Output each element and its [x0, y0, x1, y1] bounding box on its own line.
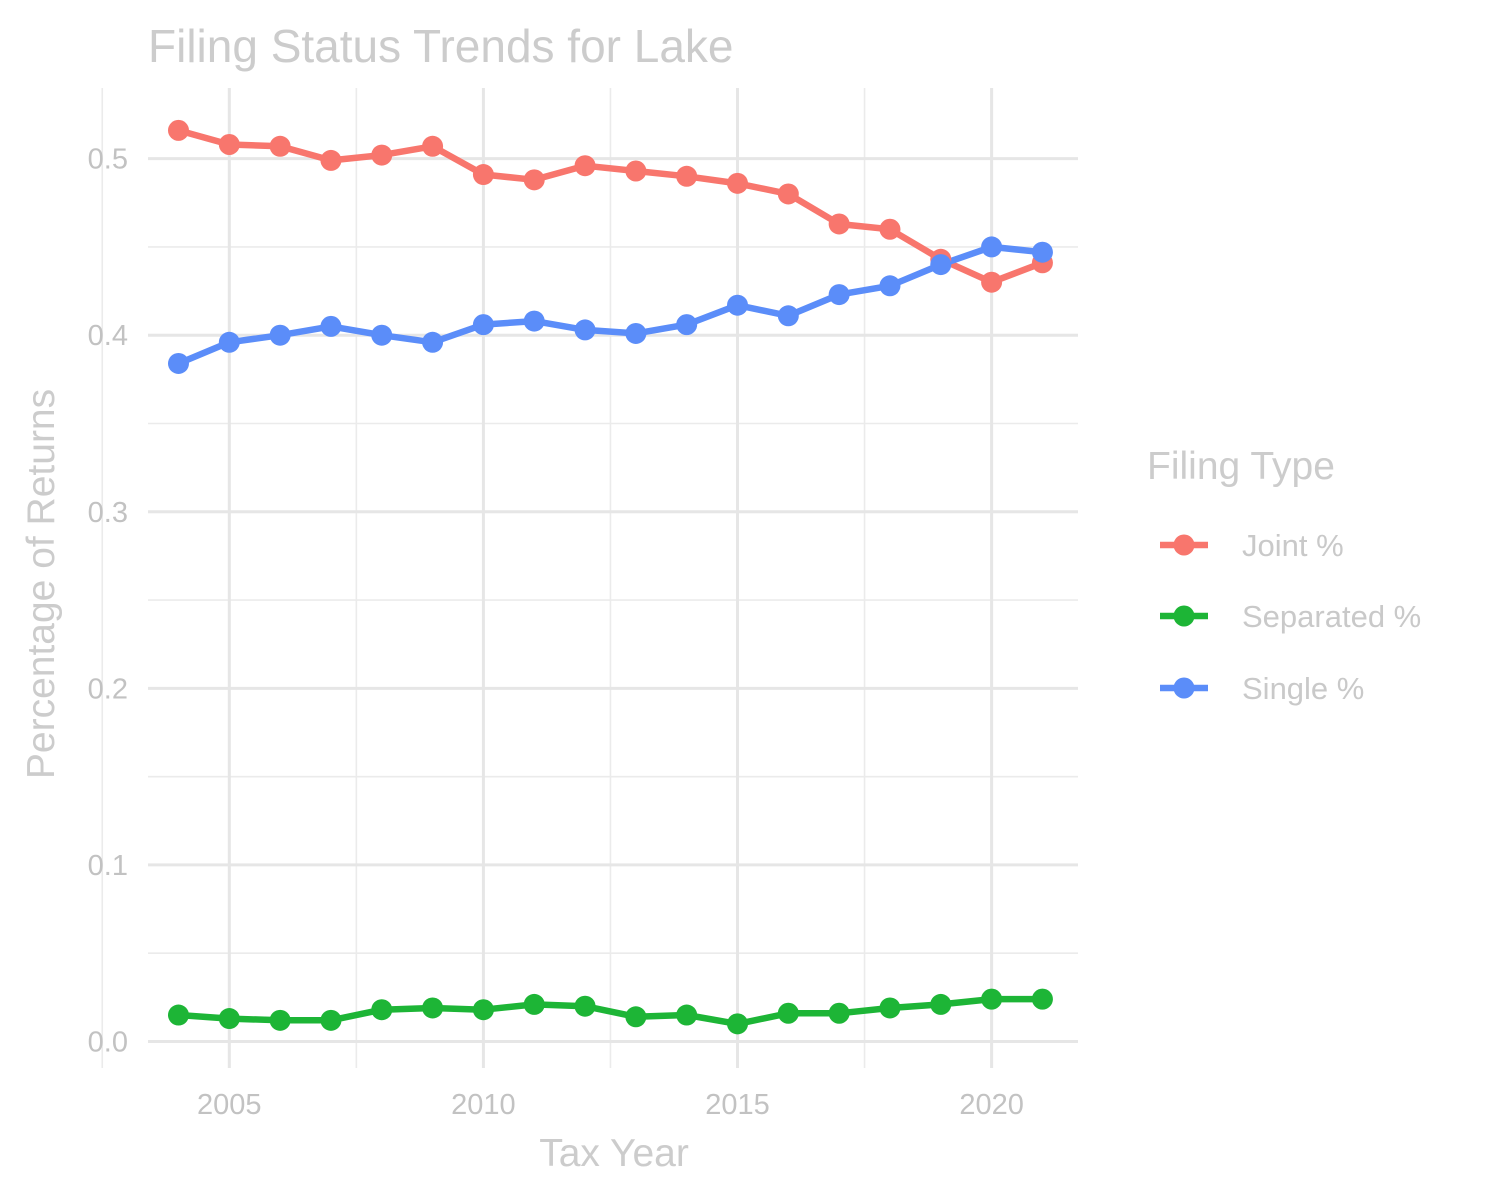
x-axis-ticks: 2005 2010 2015 2020	[197, 1089, 1024, 1121]
data-point-single	[269, 324, 291, 346]
data-point-single	[574, 319, 596, 341]
y-tick-label: 0.5	[88, 144, 128, 176]
legend-key-point-single	[1173, 677, 1195, 699]
y-tick-label: 0.0	[88, 1027, 128, 1059]
data-point-separated	[1031, 988, 1053, 1010]
data-point-joint	[727, 172, 749, 194]
y-tick-label: 0.2	[88, 673, 128, 705]
data-point-separated	[777, 1002, 799, 1024]
data-point-separated	[422, 997, 444, 1019]
data-point-single	[371, 324, 393, 346]
data-point-separated	[574, 995, 596, 1017]
data-point-separated	[320, 1009, 342, 1031]
data-point-separated	[981, 988, 1003, 1010]
legend-key-point-joint	[1173, 534, 1195, 556]
grid	[101, 88, 1078, 1068]
y-tick-label: 0.3	[88, 497, 128, 529]
data-point-single	[167, 352, 189, 374]
chart-title: Filing Status Trends for Lake	[148, 20, 734, 72]
data-point-separated	[879, 997, 901, 1019]
data-point-separated	[167, 1004, 189, 1026]
data-point-joint	[777, 183, 799, 205]
data-point-joint	[269, 135, 291, 157]
y-tick-label: 0.4	[88, 320, 128, 352]
y-axis-ticks: 0.0 0.1 0.2 0.3 0.4 0.5	[88, 144, 128, 1059]
data-point-separated	[269, 1009, 291, 1031]
data-point-joint	[371, 144, 393, 166]
data-point-joint	[676, 165, 698, 187]
legend-key-point-separated	[1173, 605, 1195, 627]
data-point-single	[981, 236, 1003, 258]
data-point-separated	[930, 993, 952, 1015]
data-point-joint	[625, 160, 647, 182]
x-tick-label: 2010	[451, 1089, 516, 1121]
y-tick-label: 0.1	[88, 850, 128, 882]
data-point-single	[727, 294, 749, 316]
x-axis-title: Tax Year	[539, 1132, 689, 1175]
data-point-single	[828, 284, 850, 306]
x-tick-label: 2020	[959, 1089, 1024, 1121]
data-point-single	[1031, 241, 1053, 263]
data-point-joint	[574, 155, 596, 177]
data-point-separated	[676, 1004, 698, 1026]
data-point-single	[472, 314, 494, 336]
data-point-single	[320, 315, 342, 337]
data-point-joint	[472, 164, 494, 186]
x-tick-label: 2005	[197, 1089, 262, 1121]
data-point-separated	[828, 1002, 850, 1024]
legend: Filing Type Joint % Separated % Single %	[1147, 445, 1421, 706]
legend-label-single: Single %	[1242, 671, 1364, 706]
data-point-joint	[218, 134, 240, 156]
data-point-separated	[625, 1006, 647, 1028]
data-point-single	[625, 322, 647, 344]
data-point-joint	[422, 135, 444, 157]
legend-title: Filing Type	[1147, 445, 1335, 488]
data-point-joint	[320, 149, 342, 171]
data-point-joint	[879, 218, 901, 240]
data-point-single	[523, 310, 545, 332]
x-tick-label: 2015	[705, 1089, 770, 1121]
y-axis-title: Percentage of Returns	[20, 389, 63, 779]
data-point-joint	[167, 119, 189, 141]
data-point-separated	[218, 1008, 240, 1030]
data-point-single	[930, 254, 952, 276]
data-point-separated	[523, 993, 545, 1015]
legend-label-joint: Joint %	[1242, 528, 1344, 563]
data-point-single	[879, 275, 901, 297]
legend-label-separated: Separated %	[1242, 599, 1421, 634]
data-point-single	[676, 314, 698, 336]
data-point-single	[218, 331, 240, 353]
data-point-separated	[472, 999, 494, 1021]
data-point-joint	[981, 271, 1003, 293]
data-point-joint	[828, 213, 850, 235]
data-point-separated	[727, 1013, 749, 1035]
series-points	[167, 119, 1053, 1035]
data-point-single	[422, 331, 444, 353]
data-point-separated	[371, 999, 393, 1021]
data-point-joint	[523, 169, 545, 191]
data-point-single	[777, 305, 799, 327]
